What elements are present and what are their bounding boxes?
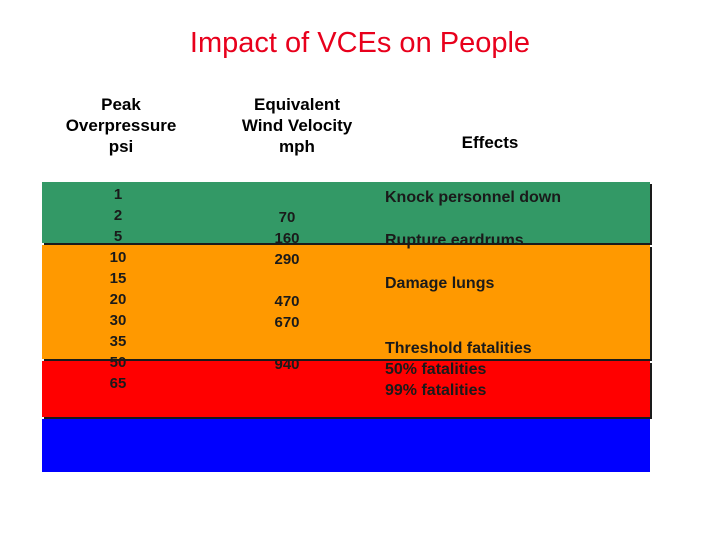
psi-value: 35 (109, 333, 127, 350)
psi-value: 5 (113, 228, 123, 245)
wind-value: 290 (274, 251, 300, 268)
effect-item: Knock personnel down (385, 189, 562, 206)
psi-value: 15 (109, 270, 127, 287)
band-blue (42, 419, 650, 472)
header-effects: Effects (461, 133, 519, 152)
psi-value: 20 (109, 291, 127, 308)
header-peak-overpressure: Peak Overpressure psi (46, 94, 196, 157)
header-psi-line-2: Overpressure (65, 116, 177, 135)
wind-value: 70 (278, 209, 296, 226)
wind-value: 470 (274, 293, 300, 310)
effect-item: Damage lungs (385, 275, 495, 292)
header-wind-velocity: Equivalent Wind Velocity mph (222, 94, 372, 157)
psi-value: 1 (113, 186, 123, 203)
band-red (42, 361, 650, 417)
header-psi-line-3: psi (108, 137, 134, 156)
effect-item: Rupture eardrums (385, 232, 524, 249)
psi-value: 30 (109, 312, 127, 329)
band-green (42, 182, 650, 243)
header-wind-line-1: Equivalent (254, 95, 340, 114)
effect-item: 99% fatalities (385, 382, 487, 399)
header-psi-line-1: Peak (101, 95, 141, 114)
header-wind-line-2: Wind Velocity (241, 116, 353, 135)
psi-value: 65 (109, 375, 127, 392)
psi-value: 2 (113, 207, 123, 224)
header-wind-line-3: mph (279, 137, 315, 156)
wind-value: 940 (274, 356, 300, 373)
wind-value: 160 (274, 230, 300, 247)
psi-value: 10 (109, 249, 127, 266)
slide-title: Impact of VCEs on People (189, 27, 531, 59)
psi-value: 50 (109, 354, 127, 371)
effect-item: Threshold fatalities (385, 340, 532, 357)
effect-item: 50% fatalities (385, 361, 487, 378)
band-orange (42, 245, 650, 359)
wind-value: 670 (274, 314, 300, 331)
